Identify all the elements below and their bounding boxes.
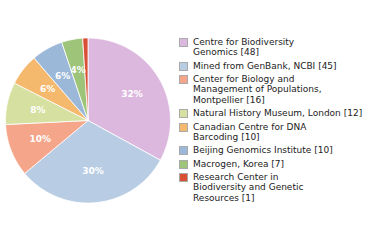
svg-text:6%: 6% — [55, 71, 70, 81]
svg-text:10%: 10% — [30, 134, 52, 144]
html-text:Center for Biology and Managem: Center for Biology and Management of Pop… — [193, 74, 322, 105]
html-text:Canadian Centre for DNA Barcod: Canadian Centre for DNA Barcoding [10] — [193, 121, 307, 142]
html-text:Centre for Biodiversity Genomi: Centre for Biodiversity Genomics [48] — [193, 37, 295, 58]
html-text:Macrogen, Korea [7]: Macrogen, Korea [7] — [193, 158, 284, 169]
html-text:Beijing Genomics Institute [10: Beijing Genomics Institute [10] — [193, 145, 333, 156]
svg-text:30%: 30% — [82, 166, 104, 176]
html-text:Natural History Museum, London: Natural History Museum, London [12] — [193, 108, 363, 119]
svg-text:6%: 6% — [40, 84, 55, 94]
html-text:Research Center in Biodiversit: Research Center in Biodiversity and Gene… — [193, 171, 304, 203]
svg-text:4%: 4% — [70, 65, 85, 75]
svg-text:32%: 32% — [121, 89, 143, 99]
svg-text:8%: 8% — [30, 105, 45, 115]
html-text:Mined from GenBank, NCBI [45]: Mined from GenBank, NCBI [45] — [193, 60, 337, 71]
